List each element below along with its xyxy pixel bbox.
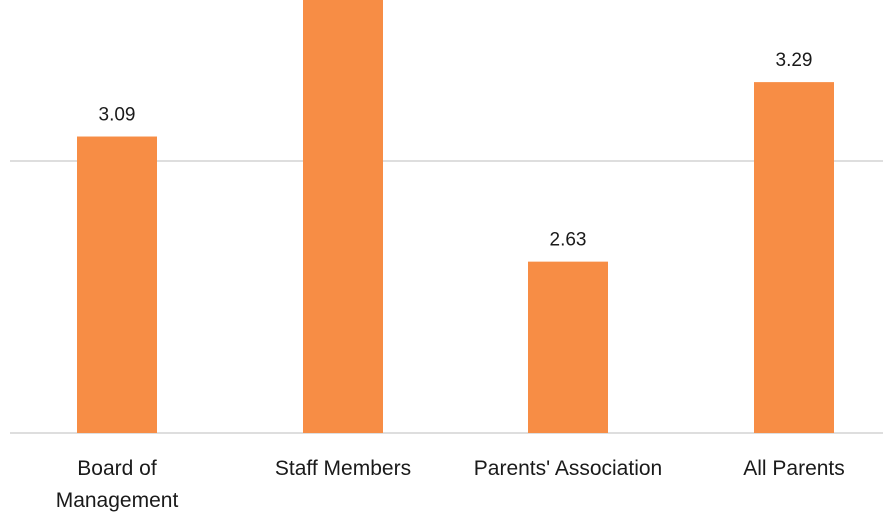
data-label: 2.63 xyxy=(550,230,587,251)
category-label: Board of xyxy=(77,457,157,480)
bar xyxy=(754,82,834,433)
bar xyxy=(77,137,157,433)
bar xyxy=(528,262,608,433)
category-label: Staff Members xyxy=(275,457,411,480)
bar xyxy=(303,0,383,433)
category-labels: Board of Management Staff Members Parents' … xyxy=(56,457,845,512)
bars xyxy=(77,0,834,433)
category-label: All Parents xyxy=(743,457,845,480)
data-labels: 3.093.802.633.29 xyxy=(99,0,813,251)
category-label: Parents' Association xyxy=(474,457,662,480)
data-label: 3.29 xyxy=(776,50,813,71)
data-label: 3.09 xyxy=(99,105,136,126)
category-label: Management xyxy=(56,489,179,512)
